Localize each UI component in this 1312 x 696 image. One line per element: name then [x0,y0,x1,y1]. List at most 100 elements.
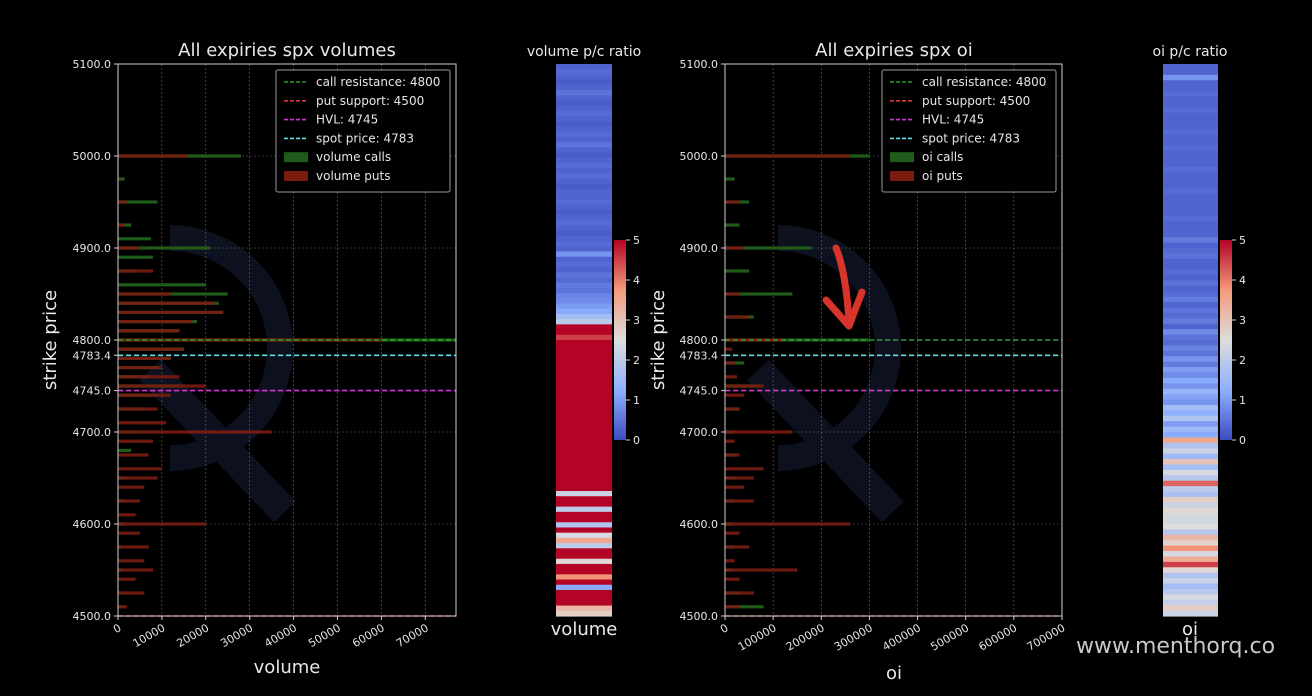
x-tick-label: 600000 [976,621,1019,653]
ratio-cell [1163,307,1218,314]
ratio-cell [556,569,612,575]
ratio-cell [1163,172,1218,179]
ratio-cell [556,610,612,617]
volume-ratio-title: volume p/c ratio [527,44,641,60]
ratio-cell [556,319,612,325]
ratio-cell [556,366,612,372]
ratio-cell [556,261,612,268]
colorbar-tick-label: 4 [633,274,640,287]
ratio-cell [556,116,612,122]
ratio-cell [556,397,612,404]
call-bar [725,292,793,296]
legend-entry: put support: 4500 [922,94,1030,108]
oi-legend: call resistance: 4800 put support: 4500 HV… [881,69,1057,193]
legend-patch-swatch [890,171,914,181]
ratio-cell [1163,161,1218,168]
ratio-cell [556,402,612,409]
ratio-cell [1163,540,1218,547]
ratio-cell [1163,561,1218,568]
ratio-cell [556,183,612,190]
y-tick-label: 4783.4 [73,349,112,362]
ratio-cell [1163,388,1218,395]
ratio-cell [556,433,612,440]
x-tick-label: 0 [718,621,731,636]
ratio-cell [1163,437,1218,444]
y-tick-label: 4600.0 [680,518,719,531]
ratio-cell [1163,507,1218,514]
website-watermark: www.menthorq.co [1076,634,1275,659]
ratio-cell [1163,610,1218,617]
ratio-cell [1163,556,1218,563]
ratio-cell [556,173,612,180]
put-bar [118,430,272,434]
ratio-cell [1163,215,1218,222]
ratio-cell [1163,448,1218,455]
volumes-y-ticks: 4500.0 4600.0 4700.0 4745.0 4783.4 4800.0 4900… [73,58,118,623]
ratio-cell [556,392,612,398]
call-bar [118,200,158,204]
ratio-cell [1163,518,1218,525]
put-bar [118,485,145,489]
put-bar [118,545,149,549]
x-tick-label: 30000 [218,621,255,650]
ratio-cell [556,272,612,279]
ratio-cell [556,235,612,242]
legend-patch-swatch [284,152,308,163]
put-bar [725,246,745,250]
ratio-cell [556,444,612,450]
colorbar-tick-label: 2 [633,354,640,367]
ratio-cell [1163,524,1218,531]
y-tick-label: 4783.4 [680,349,719,362]
put-bar [725,499,754,503]
put-bar [725,292,740,296]
put-bar [725,375,738,379]
colorbar-tick-label: 3 [633,314,640,327]
ratio-cell [556,121,612,128]
x-tick-label: 50000 [306,621,343,650]
put-bar [725,154,851,158]
ratio-cell [556,506,612,513]
oi-x-ticks: 0 100000 200000 300000 400000 500000 600000 700… [718,616,1068,654]
legend-entry: HVL: 4745 [316,113,378,127]
ratio-cell [1163,491,1218,498]
put-bar [118,531,140,535]
put-bar [118,559,145,563]
ratio-cell [1163,345,1218,352]
ratio-cell [556,84,612,91]
ratio-cell [1163,361,1218,368]
put-bar [725,361,735,365]
put-bar [118,200,127,204]
ratio-cell [1163,367,1218,374]
ratio-cell [1163,329,1218,336]
y-tick-label: 5100.0 [73,58,112,71]
ratio-cell [556,600,612,607]
put-bar [118,246,140,250]
put-bar [118,366,162,370]
ratio-cell [556,537,612,544]
put-bar [725,577,740,581]
legend-patch-swatch [890,152,914,163]
ratio-cell [556,282,612,289]
put-bar [118,577,136,581]
put-bar [118,223,125,227]
ratio-cell [1163,399,1218,406]
y-tick-label: 4500.0 [680,610,719,623]
ratio-cell [1163,605,1218,612]
ratio-cell [1163,74,1218,81]
ratio-cell [556,438,612,445]
x-tick-label: 300000 [832,621,875,653]
ratio-cell [556,334,612,341]
put-bar [118,393,171,397]
ratio-cell [556,204,612,211]
ratio-cell [556,147,612,154]
ratio-cell [1163,128,1218,135]
call-bar [118,283,206,287]
oi-y-axis-label: strike price [648,290,669,390]
ratio-cell [1163,464,1218,471]
call-bar [118,177,125,181]
ratio-cell [1163,145,1218,152]
put-bar [118,513,136,517]
colorbar-tick-label: 0 [1239,434,1246,447]
call-bar [725,177,735,181]
ratio-cell [1163,264,1218,271]
